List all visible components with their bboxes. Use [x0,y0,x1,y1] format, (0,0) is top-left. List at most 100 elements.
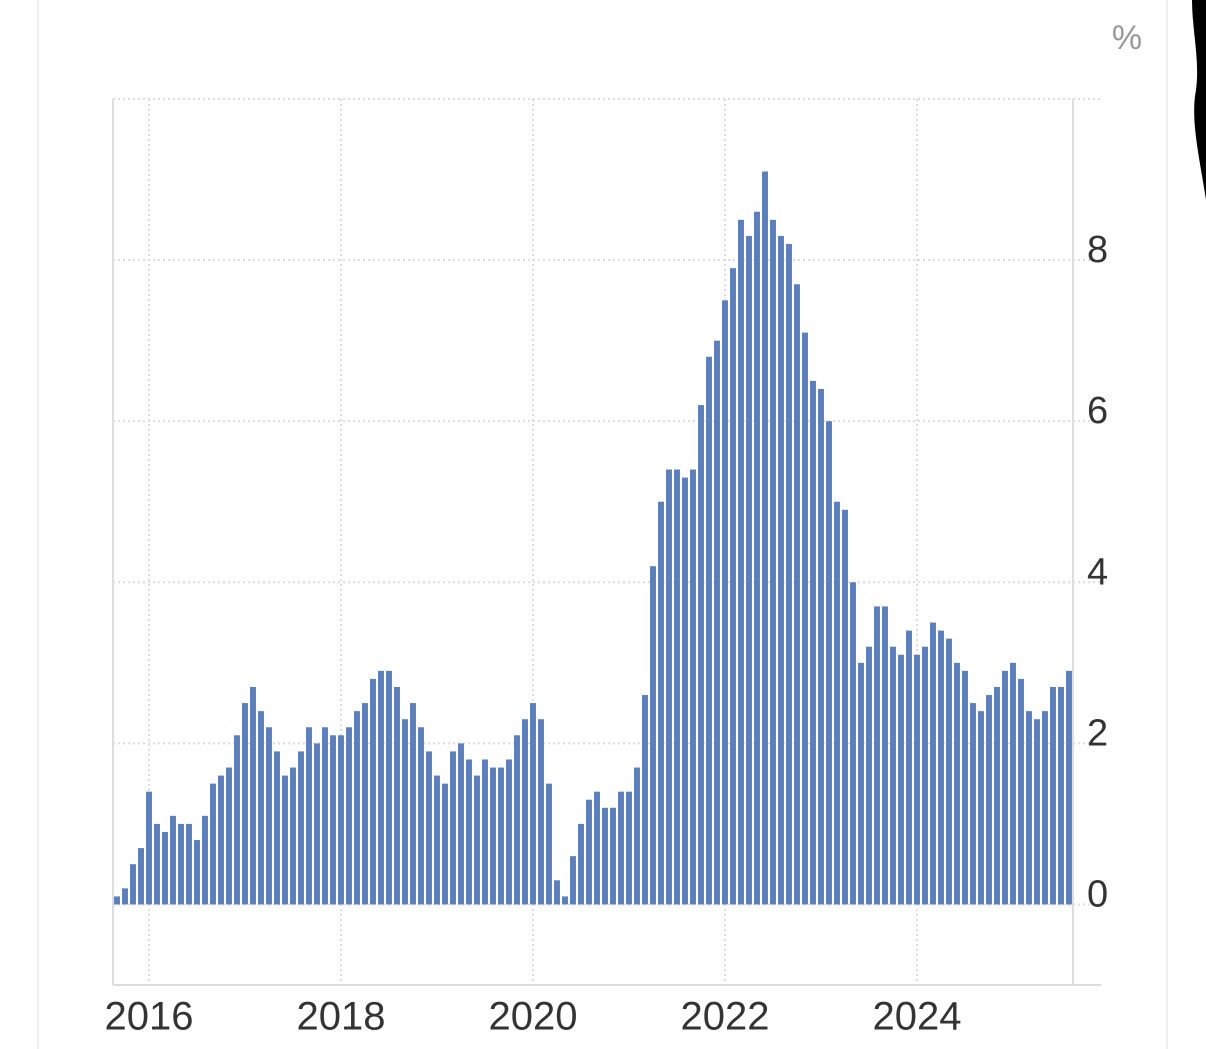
bar [442,783,448,905]
bar [218,775,224,905]
bar [474,775,480,905]
x-tick-label: 2016 [105,995,194,1039]
bar [498,767,504,905]
bar [322,727,328,905]
bar [138,848,144,905]
bar [554,880,560,905]
bar [834,501,840,905]
bar [418,727,424,905]
bar [794,284,800,905]
bar [210,783,216,905]
bar [978,711,984,905]
y-tick-label: 0 [1087,873,1108,915]
bar [370,678,376,905]
bar [250,686,256,905]
y-tick-label: 8 [1087,229,1108,271]
bar [338,735,344,905]
bar [242,703,248,905]
bar [538,719,544,905]
bar [394,686,400,905]
bar [970,703,976,905]
bar [842,509,848,905]
bar [434,775,440,905]
bar [266,727,272,905]
bar [274,751,280,905]
bar [146,791,152,905]
bar [810,380,816,905]
bar [202,815,208,905]
bar [626,791,632,905]
bar [642,695,648,905]
bar [466,759,472,905]
bar [858,662,864,905]
bar [314,743,320,905]
bar [826,421,832,905]
bar [802,332,808,905]
bar [522,719,528,905]
bar [490,767,496,905]
bar [258,711,264,905]
bar [410,703,416,905]
bar [306,727,312,905]
y-tick-label: 6 [1087,390,1108,432]
bar [746,235,752,905]
bar [346,727,352,905]
bar [674,469,680,905]
bar [122,888,128,905]
bar [938,630,944,905]
bar [154,823,160,905]
bar [162,831,168,905]
bar [506,759,512,905]
bar [130,864,136,905]
bar [906,630,912,905]
bar [658,501,664,905]
bar [874,606,880,905]
bar [754,211,760,905]
bar [730,268,736,905]
bar [722,300,728,905]
bar [426,751,432,905]
bar [1058,686,1064,905]
y-tick-label: 2 [1087,712,1108,754]
bar [170,815,176,905]
x-tick-label: 2024 [873,995,962,1039]
bar [546,783,552,905]
x-tick-label: 2022 [681,995,770,1039]
bar [458,743,464,905]
bar [402,719,408,905]
bar [786,243,792,905]
bar [594,791,600,905]
bar [618,791,624,905]
bar [1018,678,1024,905]
y-axis-label: % [1112,19,1142,57]
bar [114,896,120,905]
bar [186,823,192,905]
bar [330,735,336,905]
bar [290,767,296,905]
bar [1066,670,1072,905]
bar [850,582,856,905]
bar [562,896,568,905]
bar [946,638,952,905]
bar [986,695,992,905]
bar [650,566,656,905]
bar [530,703,536,905]
x-tick-label: 2020 [489,995,578,1039]
bar [634,767,640,905]
bar [298,751,304,905]
bar [882,606,888,905]
bar [770,219,776,905]
x-tick-label: 2018 [297,995,386,1039]
bar [1042,711,1048,905]
bar [610,807,616,905]
bar [666,469,672,905]
bar [706,356,712,905]
bar [714,340,720,905]
bar [682,477,688,905]
bar [570,856,576,905]
bar [578,823,584,905]
bar [194,840,200,905]
bar [378,670,384,905]
